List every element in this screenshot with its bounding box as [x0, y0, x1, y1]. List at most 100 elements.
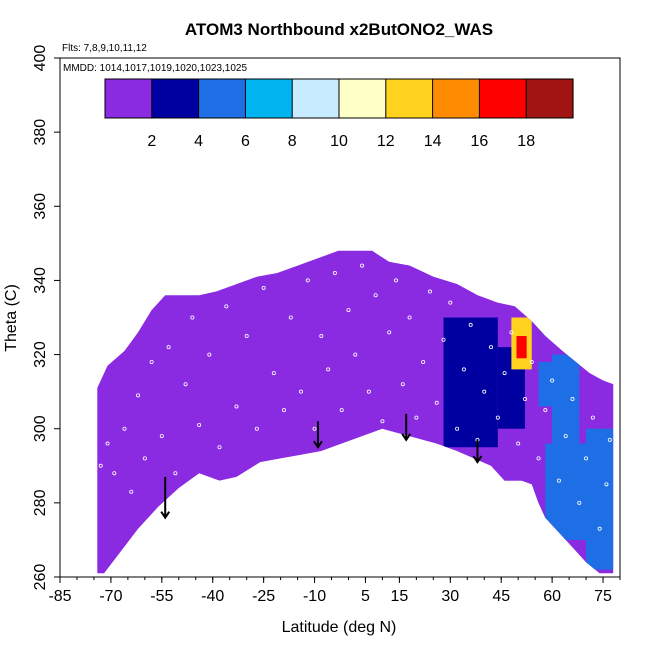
colorbar-cell [276, 79, 282, 118]
heat-patch [586, 428, 614, 570]
x-axis-label: Latitude (deg N) [282, 619, 397, 636]
colorbar-cell [136, 79, 141, 118]
colorbar-cell [413, 79, 418, 118]
colorbar-cell [210, 79, 215, 118]
heat-patch [334, 354, 376, 411]
sample-point [434, 400, 439, 405]
heat-patch [552, 354, 580, 444]
x-tick-label: -70 [99, 588, 122, 605]
colorbar-cell [105, 79, 110, 118]
colorbar-cell [553, 79, 558, 118]
sample-point [529, 359, 534, 364]
colorbar-cell [374, 79, 379, 118]
sample-point [577, 500, 582, 505]
sample-point [482, 389, 487, 394]
sample-point [112, 471, 117, 476]
colorbar-cell [487, 79, 492, 118]
sample-point [183, 382, 188, 387]
plot-frame [59, 57, 621, 578]
sample-point [543, 408, 548, 413]
colorbar-cell [459, 79, 465, 118]
sample-point [516, 441, 521, 446]
sample-point [271, 371, 276, 376]
colorbar-cell [350, 79, 356, 118]
x-tick-label: 75 [594, 588, 612, 605]
heat-patch [545, 443, 593, 540]
heat-patch [246, 391, 274, 444]
sample-point [495, 415, 500, 420]
sample-point [305, 278, 310, 283]
colorbar-cell [124, 79, 129, 118]
colorbar-cell [108, 79, 114, 118]
colorbar-cell [300, 79, 305, 118]
colorbar-cell [202, 79, 207, 118]
sample-point [387, 330, 392, 335]
colorbar-cell [530, 79, 535, 118]
colorbar-cell [303, 79, 309, 118]
sample-point [407, 315, 412, 320]
colorbar-cell [518, 79, 523, 118]
colorbar-cell [393, 79, 399, 118]
sample-point [217, 445, 222, 450]
sample-point [360, 263, 365, 268]
colorbar-cell [307, 79, 313, 118]
colorbar-cell [378, 79, 383, 118]
colorbar-tick-label: 8 [288, 133, 297, 150]
sample-point [590, 415, 595, 420]
arrow-head [313, 440, 323, 450]
colorbar-cell [140, 79, 145, 118]
y-tick-label: 380 [32, 119, 49, 146]
colorbar-cell [296, 79, 301, 118]
sample-point [607, 437, 612, 442]
y-tick-label: 340 [32, 267, 49, 294]
colorbar-cell [354, 79, 360, 118]
sample-point [346, 308, 351, 313]
colorbar-cell [479, 79, 484, 118]
colorbar-cell [537, 79, 543, 118]
colorbar-cell [456, 79, 461, 118]
x-tick-label: 60 [543, 588, 561, 605]
sample-point [489, 345, 494, 350]
colorbar-cell [561, 79, 566, 118]
colorbar-cell [229, 79, 235, 118]
sample-point [556, 478, 561, 483]
sample-point [142, 456, 147, 461]
sample-point [393, 278, 398, 283]
sample-point [129, 489, 134, 494]
sample-point [604, 482, 609, 487]
sample-point [536, 456, 541, 461]
colorbar-cell [417, 79, 422, 118]
colorbar-cell [401, 79, 406, 118]
colorbar-cell [112, 79, 118, 118]
y-axis-label: Theta (C) [3, 284, 20, 352]
colorbar-cell [471, 79, 477, 118]
colorbar-cell [249, 79, 254, 118]
colorbar-cell [397, 79, 402, 118]
colorbar-cell [225, 79, 231, 118]
colorbar-cell [319, 79, 324, 118]
colorbar-cell [381, 79, 387, 118]
colorbar-cell [549, 79, 555, 118]
colorbar-tick-label: 16 [471, 133, 489, 150]
sample-point [261, 285, 266, 290]
sample-point [254, 426, 259, 431]
sample-points [98, 263, 612, 531]
colorbar-cell [565, 79, 570, 118]
colorbar-cell [514, 79, 519, 118]
sample-point [421, 359, 426, 364]
colorbar-cell [241, 79, 246, 118]
heat-patch [294, 354, 329, 437]
y-tick-label: 280 [32, 489, 49, 516]
sample-point [288, 315, 293, 320]
sample-point [197, 423, 202, 428]
sample-point [502, 371, 507, 376]
sample-point [166, 345, 171, 350]
colorbar-cell [448, 79, 453, 118]
y-tick-label: 360 [32, 193, 49, 220]
colorbar-cell [428, 79, 434, 118]
sample-point [244, 334, 249, 339]
x-tick-label: -40 [201, 588, 224, 605]
colorbar-cell [463, 79, 469, 118]
